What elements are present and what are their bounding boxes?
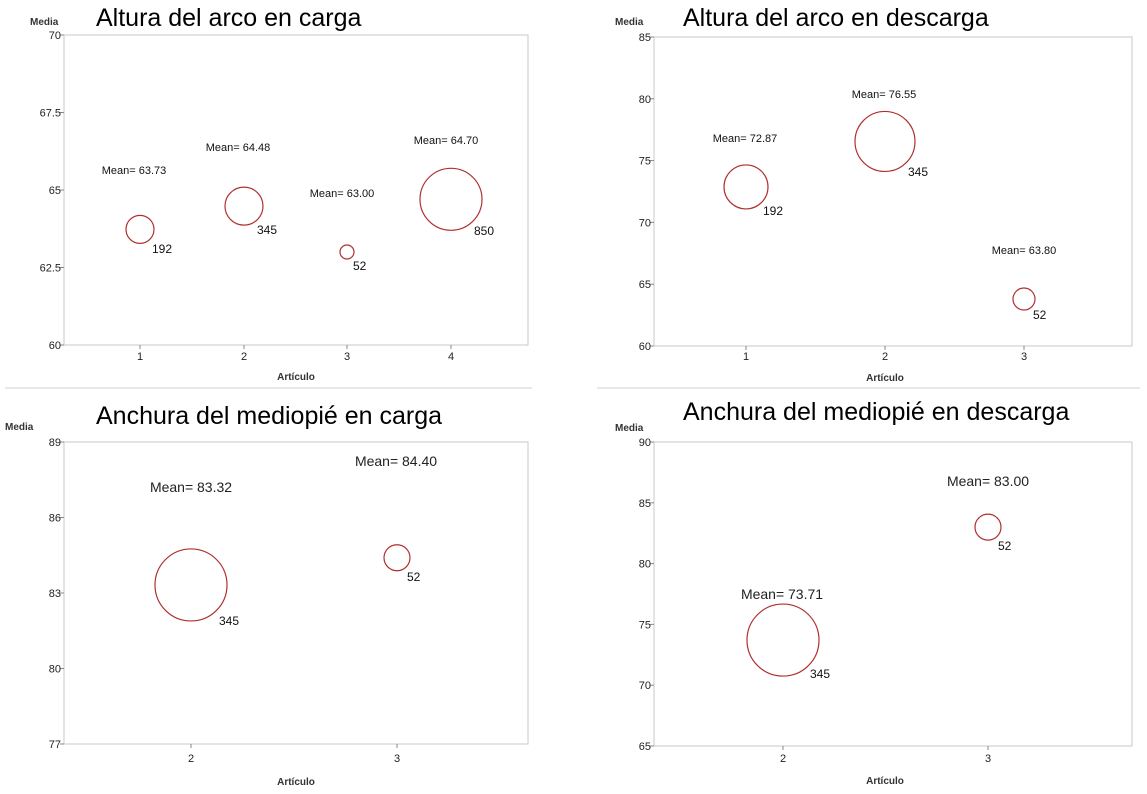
y-tick-label: 60: [49, 340, 61, 352]
y-tick-label: 65: [49, 185, 61, 197]
x-tick-label: 3: [344, 351, 350, 363]
y-tick-label: 80: [49, 664, 61, 676]
sample-size-label: 192: [763, 204, 783, 218]
y-tick-label: 70: [49, 30, 61, 42]
y-tick-label: 60: [639, 341, 651, 353]
y-tick-label: 65: [639, 279, 651, 291]
chart-title-4: Anchura del mediopié en descarga: [683, 398, 1069, 426]
bubble-point: [125, 214, 155, 244]
plot-area-3: [63, 441, 529, 745]
sample-size-label: 345: [219, 614, 239, 628]
bubble-point: [974, 513, 1002, 541]
y-tick-label: 85: [639, 32, 651, 44]
x-tick-label: 3: [1021, 351, 1027, 363]
x-axis-title-1: Artículo: [277, 372, 315, 383]
chart-title-3: Anchura del mediopié en carga: [96, 402, 442, 430]
x-tick-label: 1: [743, 351, 749, 363]
plot-area-4: [653, 441, 1133, 747]
y-tick-label: 75: [639, 156, 651, 168]
bubble-point: [854, 110, 916, 173]
y-tick-label: 77: [49, 739, 61, 751]
mean-label: Mean= 63.00: [310, 188, 375, 200]
chart-title-1: Altura del arco en carga: [96, 4, 362, 32]
x-tick-label: 4: [448, 351, 454, 363]
y-tick-label: 65: [639, 741, 651, 753]
mean-label: Mean= 83.32: [150, 479, 232, 495]
x-tick-label: 1: [137, 351, 143, 363]
sample-size-label: 192: [152, 242, 172, 256]
y-tick-label: 89: [49, 437, 61, 449]
mean-label: Mean= 83.00: [947, 473, 1029, 489]
bubble-point: [383, 544, 411, 572]
sample-size-label: 345: [810, 667, 830, 681]
y-axis-title-3: Media: [5, 422, 34, 433]
chart-title-2: Altura del arco en descarga: [683, 4, 989, 32]
y-axis-title-4: Media: [615, 423, 644, 434]
mean-label: Mean= 76.55: [852, 89, 917, 101]
x-axis-title-2: Artículo: [866, 373, 904, 384]
sample-size-label: 345: [908, 165, 928, 179]
x-tick-label: 2: [188, 753, 194, 765]
x-tick-label: 2: [882, 351, 888, 363]
mean-label: Mean= 64.70: [414, 135, 479, 147]
x-axis-title-3: Artículo: [277, 777, 315, 788]
y-tick-label: 67.5: [40, 108, 61, 120]
y-tick-label: 86: [49, 513, 61, 525]
plot-area-2: [653, 36, 1133, 347]
mean-label: Mean= 84.40: [355, 453, 437, 469]
sample-size-label: 52: [1033, 308, 1047, 322]
y-tick-label: 75: [639, 619, 651, 631]
sample-size-label: 52: [998, 539, 1012, 553]
mean-label: Mean= 72.87: [713, 133, 778, 145]
bubble-point: [224, 186, 264, 226]
mean-label: Mean= 63.73: [102, 165, 167, 177]
y-axis-title-1: Media: [30, 17, 59, 28]
x-tick-label: 2: [780, 753, 786, 765]
y-tick-label: 70: [639, 217, 651, 229]
x-tick-label: 3: [985, 753, 991, 765]
x-tick-label: 3: [394, 753, 400, 765]
mean-label: Mean= 73.71: [741, 586, 823, 602]
mean-label: Mean= 63.80: [992, 245, 1057, 257]
y-tick-label: 90: [639, 437, 651, 449]
x-axis-title-4: Artículo: [866, 776, 904, 787]
y-tick-label: 85: [639, 498, 651, 510]
y-tick-label: 83: [49, 588, 61, 600]
y-axis-title-2: Media: [615, 17, 644, 28]
bubble-point: [419, 167, 483, 231]
bubble-point: [339, 244, 355, 260]
bubble-point: [723, 164, 769, 210]
y-tick-label: 80: [639, 559, 651, 571]
y-tick-label: 80: [639, 94, 651, 106]
plot-area-1: [63, 34, 529, 346]
bubble-point: [154, 548, 228, 622]
y-tick-label: 62.5: [40, 263, 61, 275]
x-tick-label: 2: [241, 351, 247, 363]
sample-size-label: 52: [407, 570, 421, 584]
sample-size-label: 850: [474, 224, 494, 238]
bubble-point: [746, 603, 820, 677]
mean-label: Mean= 64.48: [206, 142, 271, 154]
sample-size-label: 52: [353, 259, 367, 273]
bubble-point: [1012, 287, 1036, 311]
y-tick-label: 70: [639, 680, 651, 692]
sample-size-label: 345: [257, 223, 277, 237]
